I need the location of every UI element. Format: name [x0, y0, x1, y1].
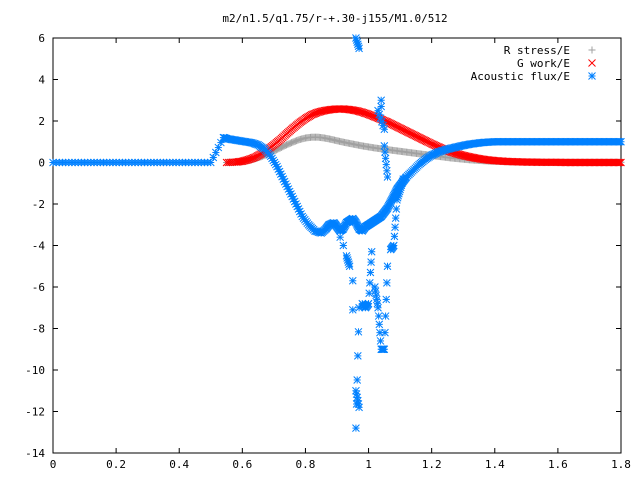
data-point: [390, 232, 399, 241]
data-point: [353, 376, 362, 384]
data-point: [383, 173, 392, 181]
data-point: [399, 175, 408, 183]
data-point: [354, 327, 363, 336]
data-point: [348, 276, 357, 285]
data-point: [389, 241, 398, 250]
data-point: [380, 345, 389, 354]
data-point: [617, 158, 625, 167]
y-tick-label: -6: [32, 281, 45, 294]
x-tick-label: 0.8: [296, 458, 316, 471]
series-acoustic-flux-e: [49, 34, 625, 432]
x-tick-label: 1.8: [611, 458, 631, 471]
y-tick-label: -8: [32, 323, 45, 336]
data-point: [348, 305, 357, 314]
data-point: [383, 166, 391, 175]
data-point: [249, 153, 258, 162]
data-point: [353, 393, 362, 402]
x-tick-label: 0.2: [106, 458, 126, 471]
series-layer: [49, 34, 625, 432]
data-point: [382, 160, 391, 169]
data-point: [381, 312, 390, 320]
data-point: [365, 289, 374, 298]
x-tick-label: 0: [50, 458, 57, 471]
data-point: [382, 295, 391, 304]
data-point: [381, 154, 390, 163]
axis-ticks: 0 0.2 0.4 0.6 0.8 1 1.2 1.4 1.6 1.8 6 4 2 0 -2 -4 -6 -8 -1…: [25, 32, 631, 471]
data-point: [383, 262, 392, 271]
x-tick-label: 0.6: [232, 458, 252, 471]
x-tick-label: 0.4: [169, 458, 189, 471]
y-tick-label: -2: [32, 198, 45, 211]
data-point: [391, 214, 400, 222]
data-point: [336, 233, 345, 242]
data-point: [214, 143, 223, 152]
data-point: [380, 142, 389, 150]
data-point: [381, 148, 389, 156]
data-point: [380, 125, 389, 134]
data-point: [392, 205, 401, 213]
data-point: [367, 247, 376, 256]
data-point: [345, 262, 354, 271]
data-point: [352, 424, 360, 432]
data-point: [374, 312, 383, 320]
data-point: [248, 154, 257, 163]
legend-marker: [588, 72, 596, 80]
legend-marker: [588, 46, 596, 54]
data-point: [377, 102, 386, 111]
data-point: [366, 268, 375, 277]
data-point: [381, 328, 389, 337]
data-point: [367, 258, 375, 266]
series-g-work-e: [222, 105, 625, 167]
data-point: [374, 303, 382, 312]
data-point: [377, 96, 386, 105]
y-tick-label: 4: [38, 74, 45, 87]
data-point: [364, 299, 373, 308]
legend-label: Acoustic flux/E: [471, 70, 570, 83]
legend-label: R stress/E: [504, 44, 570, 57]
legend-label: G work/E: [517, 57, 570, 70]
data-point: [391, 223, 399, 232]
data-point: [226, 158, 235, 167]
y-tick-label: -10: [25, 364, 45, 377]
data-point: [352, 390, 361, 398]
x-tick-label: 1.4: [485, 458, 505, 471]
x-tick-label: 1.2: [422, 458, 442, 471]
plot-area-border: [52, 37, 622, 454]
data-point: [355, 44, 363, 53]
data-point: [371, 283, 379, 291]
data-point: [613, 158, 622, 167]
chart-title: m2/n1.5/q1.75/r-+.30-j155/M1.0/512: [222, 12, 447, 25]
y-tick-label: 6: [38, 32, 45, 45]
data-point: [352, 400, 361, 408]
legend-marker: [588, 59, 596, 67]
data-point: [617, 137, 625, 146]
y-tick-label: -14: [25, 447, 45, 460]
data-point: [375, 320, 384, 329]
x-tick-label: 1.6: [548, 458, 568, 471]
x-tick-label: 1: [365, 458, 372, 471]
data-point: [615, 158, 624, 167]
y-tick-label: 2: [38, 115, 45, 128]
y-tick-label: -12: [25, 406, 45, 419]
data-point: [353, 352, 362, 360]
data-point: [339, 241, 348, 250]
data-point: [383, 278, 391, 287]
data-point: [614, 158, 623, 167]
y-tick-label: -4: [32, 240, 46, 253]
y-tick-label: 0: [38, 157, 45, 170]
data-point: [376, 337, 385, 345]
data-point: [224, 158, 233, 167]
data-point: [365, 278, 374, 287]
data-point: [222, 158, 231, 167]
